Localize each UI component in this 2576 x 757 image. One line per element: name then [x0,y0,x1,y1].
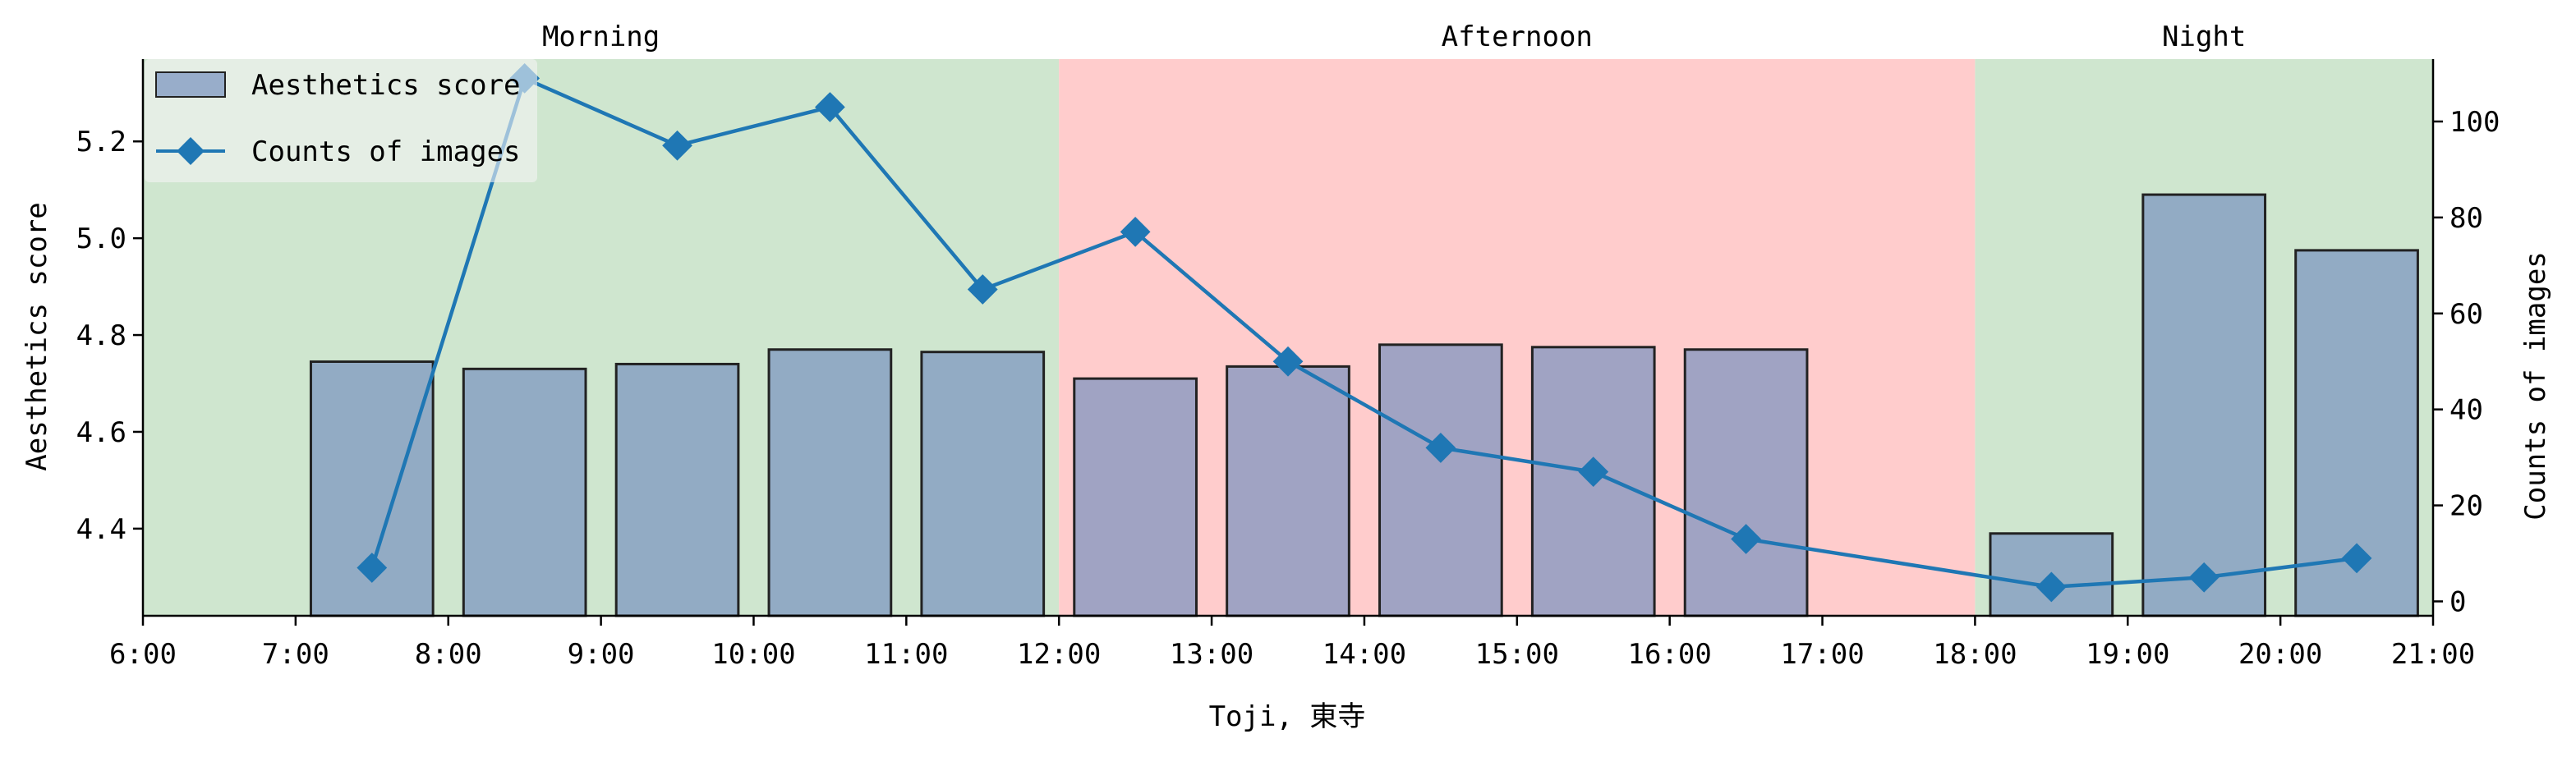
point-4 [967,274,998,305]
x-tick-label-1: 7:00 [262,638,329,671]
y-left-tick-label-0: 4.4 [76,513,126,546]
bar-7 [1378,343,1503,617]
bar-1 [462,367,587,617]
bar-6 [1226,365,1350,617]
y-left-tick-label-4: 5.2 [76,126,126,158]
x-tick-label-7: 13:00 [1170,638,1254,671]
bar-series-aesthetics-score [309,193,2419,617]
legend-diamond-marker-icon [177,137,205,165]
period-band-afternoon [1059,59,1976,616]
legend-label-counts-of-images: Counts of images [251,135,521,168]
point-12 [2341,543,2372,574]
x-tick-label-0: 6:00 [109,638,177,671]
y-left-tick-label-1: 4.6 [76,416,126,449]
x-tick-label-9: 15:00 [1475,638,1559,671]
period-label-night: Night [2162,21,2246,53]
bar-5 [1073,377,1198,617]
period-label-afternoon: Afternoon [1442,21,1593,53]
y-right-tick-label-3: 60 [2450,298,2483,331]
bar-2 [614,362,740,617]
point-0 [356,553,388,583]
period-labels: Morning Afternoon Night [542,21,2246,53]
y-right-tick-label-2: 40 [2450,394,2483,427]
period-label-morning: Morning [542,21,660,53]
x-tick-label-2: 8:00 [415,638,482,671]
legend-label-aesthetics-score: Aesthetics score [251,69,521,102]
legend-bar-swatch [155,71,226,98]
y-right-tick-label-5: 100 [2450,106,2500,139]
point-7 [1425,433,1456,463]
axes: 6:00 7:00 8:00 9:00 10:00 11:00 12:00 13:00 14:0… [76,59,2500,671]
x-tick-label-12: 18:00 [1933,638,2017,671]
bar-3 [767,348,893,617]
x-tick-label-10: 16:00 [1627,638,1711,671]
legend-frame [145,59,537,182]
point-9 [1731,524,1761,554]
x-tick-label-15: 21:00 [2391,638,2475,671]
y-axis-right-title: Counts of images [2519,251,2552,521]
point-6 [1272,346,1304,377]
x-tick-label-11: 17:00 [1780,638,1864,671]
point-10 [2036,571,2067,603]
y-right-tick-label-1: 20 [2450,490,2483,523]
x-tick-label-3: 9:00 [568,638,635,671]
point-8 [1578,456,1609,488]
y-right-tick-label-0: 0 [2450,585,2466,618]
x-axis-title: Toji, 東寺 [1209,700,1366,733]
x-tick-label-13: 19:00 [2086,638,2169,671]
y-axis-left-title: Aesthetics score [21,202,53,471]
x-tick-label-5: 11:00 [864,638,948,671]
point-11 [2188,562,2220,593]
point-3 [815,92,845,122]
x-tick-label-14: 20:00 [2238,638,2322,671]
legend: Aesthetics score Counts of images [145,59,537,182]
y-right-tick-label-4: 80 [2450,202,2483,235]
bar-11 [2141,193,2267,617]
x-tick-label-4: 10:00 [711,638,795,671]
x-tick-label-8: 14:00 [1322,638,1406,671]
point-5 [1120,217,1151,247]
point-2 [662,130,692,161]
y-left-tick-label-2: 4.8 [76,319,126,352]
bar-4 [920,351,1046,617]
period-backgrounds [143,59,2433,616]
x-tick-label-6: 12:00 [1017,638,1101,671]
bar-9 [1683,348,1809,617]
y-left-tick-label-3: 5.0 [76,223,126,255]
